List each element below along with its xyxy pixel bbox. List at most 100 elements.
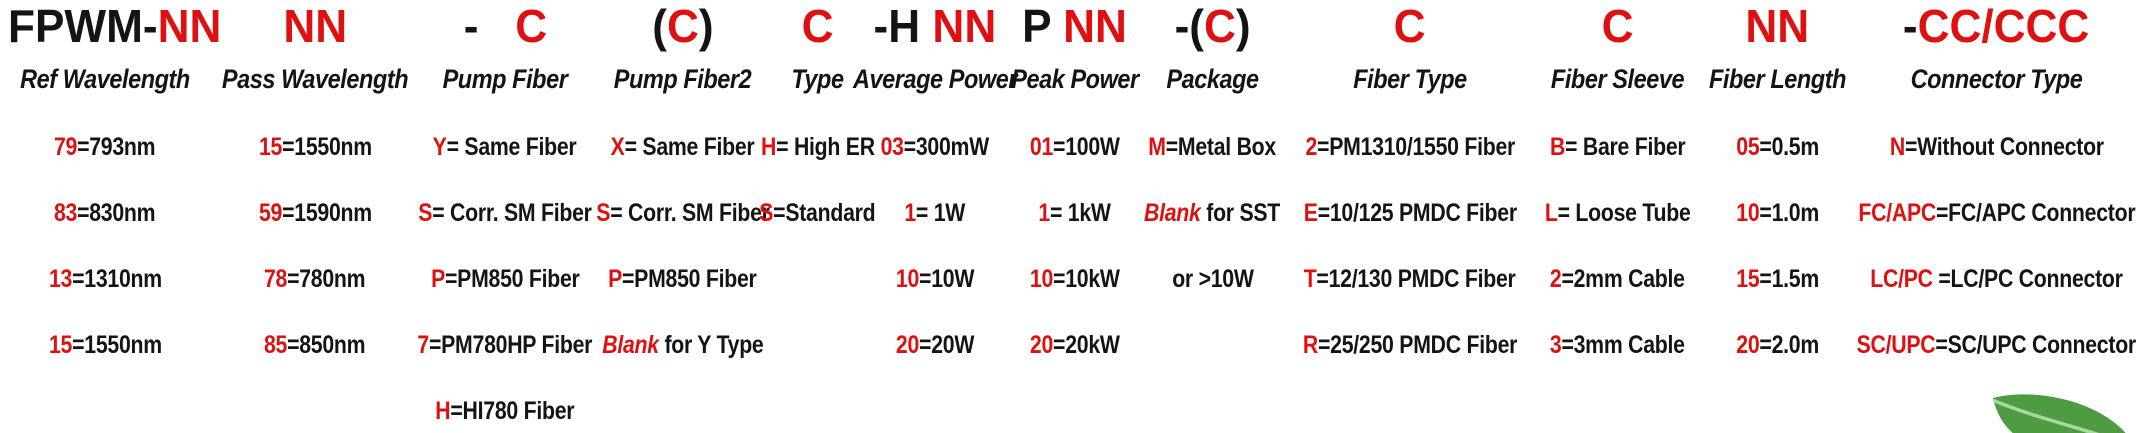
value-label: =3mm Cable [1561, 330, 1686, 359]
value-list: N=Without Connector FC/APC=FC/APC Connec… [1855, 114, 2138, 378]
value-cell: N=Without Connector [1855, 114, 2138, 180]
value-label: =HI780 Fiber [450, 396, 575, 425]
value-cell: Blank for Y Type [590, 312, 775, 378]
value-cell: 7=PM780HP Fiber [418, 312, 593, 378]
value-label: =20kW [1053, 330, 1120, 359]
column-fiber-length: NN Fiber Length 05=0.5m 10=1.0m 15=1.5m … [1700, 0, 1855, 433]
value-cell: 03=300mW [860, 114, 1010, 180]
code-red-part: C [666, 0, 699, 52]
value-label: =300mW [903, 132, 990, 161]
value-code: 85 [264, 330, 288, 359]
value-code: B [1549, 132, 1565, 161]
value-label: =Without Connector [1904, 132, 2104, 161]
column-fiber-sleeve: C Fiber Sleeve B= Bare Fiber L= Loose Tu… [1535, 0, 1700, 433]
value-label: =25/250 PMDC Fiber [1317, 330, 1518, 359]
part-code-pump-fiber: - C [420, 0, 590, 52]
value-list: H= High ER S=Standard [759, 114, 875, 246]
value-code: M [1148, 132, 1167, 161]
value-cell: Y= Same Fiber [420, 114, 590, 180]
value-label: =12/130 PMDC Fiber [1316, 264, 1516, 293]
value-cell: Blank for SST [1140, 180, 1285, 246]
value-label: =10W [919, 264, 975, 293]
value-label: =SC/UPC Connector [1935, 330, 2137, 359]
value-cell: B= Bare Fiber [1535, 114, 1700, 180]
value-label: =830nm [77, 198, 156, 227]
value-cell: P=PM850 Fiber [420, 246, 590, 312]
code-black-part: P [1022, 0, 1064, 52]
value-code: H [760, 132, 776, 161]
column-header: Ref Wavelength [20, 63, 190, 94]
value-label: =Standard [773, 198, 876, 227]
part-code-pass-wavelength: NN [210, 0, 420, 52]
value-code: H [435, 396, 451, 425]
value-label: = Same Fiber [624, 132, 755, 161]
value-code: X [610, 132, 625, 161]
part-code-average-power: -H NN [860, 0, 1010, 52]
value-cell: H=HI780 Fiber [420, 378, 590, 433]
value-code: LC/PC [1870, 264, 1933, 293]
value-label: =PM850 Fiber [444, 264, 580, 293]
leaf-icon [1993, 394, 2126, 433]
value-label: =850nm [287, 330, 366, 359]
value-cell: 20=2.0m [1700, 312, 1855, 378]
column-peak-power: P NN Peak Power 01=100W 1= 1kW 10=10kW 2… [1010, 0, 1140, 433]
value-cell: 2=PM1310/1550 Fiber [1285, 114, 1535, 180]
value-label: = Corr. SM Fiber [609, 198, 770, 227]
code-black-part: -H [873, 0, 933, 52]
value-cell: L= Loose Tube [1535, 180, 1700, 246]
value-label: =1.5m [1759, 264, 1819, 293]
value-code: 3 [1550, 330, 1562, 359]
value-code: E [1303, 198, 1318, 227]
value-code: 20 [895, 330, 920, 359]
part-code-fiber-sleeve: C [1535, 0, 1700, 52]
column-type: C Type H= High ER S=Standard [759, 0, 875, 433]
value-cell: or >10W [1140, 246, 1285, 312]
value-cell: 15=1.5m [1700, 246, 1855, 312]
column-header: Average Power [852, 63, 1018, 94]
value-cell: M=Metal Box [1140, 114, 1285, 180]
part-code-connector-type: -CC/CCC [1855, 0, 2138, 52]
value-code: R [1302, 330, 1318, 359]
column-header: Type [791, 63, 844, 94]
value-label: =1.0m [1759, 198, 1819, 227]
value-label: = 1W [916, 198, 966, 227]
code-red-part: C [1394, 0, 1426, 52]
code-black-part: - [463, 0, 515, 52]
column-header: Pump Fiber [442, 63, 568, 94]
value-label: =LC/PC Connector [1932, 264, 2123, 293]
value-label: =1310nm [71, 264, 162, 293]
column-header: Fiber Sleeve [1550, 63, 1685, 94]
value-cell: FC/APC=FC/APC Connector [1855, 180, 2138, 246]
value-code: S [759, 198, 774, 227]
value-list: 79=793nm 83=830nm 13=1310nm 15=1550nm [0, 114, 210, 378]
value-list: X= Same Fiber S= Corr. SM Fiber P=PM850 … [590, 114, 775, 378]
value-cell: H= High ER [761, 114, 875, 180]
value-list: B= Bare Fiber L= Loose Tube 2=2mm Cable … [1535, 114, 1700, 378]
code-black-part: ( [651, 0, 667, 52]
value-label: or >10W [1171, 264, 1254, 293]
column-header: Package [1166, 63, 1259, 94]
value-cell: 78=780nm [210, 246, 420, 312]
value-cell: 01=100W [1010, 114, 1140, 180]
value-label: =1590nm [281, 198, 372, 227]
value-label: =FC/APC Connector [1935, 198, 2136, 227]
value-cell: LC/PC =LC/PC Connector [1855, 246, 2138, 312]
value-cell: 3=3mm Cable [1535, 312, 1700, 378]
value-code: 10 [1030, 264, 1054, 293]
value-code: T [1304, 264, 1317, 293]
part-code-type: C [775, 0, 860, 52]
part-code-fiber-length: NN [1700, 0, 1855, 52]
column-average-power: -H NN Average Power 03=300mW 1= 1W 10=10… [852, 0, 1018, 433]
column-header: Peak Power [1011, 63, 1139, 94]
value-label: =PM780HP Fiber [429, 330, 593, 359]
value-code-blank: Blank [1144, 198, 1202, 227]
value-code: 59 [258, 198, 282, 227]
code-red-part: C [1203, 0, 1236, 52]
part-code-ref-wavelength: FPWM-NN [0, 0, 221, 52]
value-list: 01=100W 1= 1kW 10=10kW 20=20kW [1010, 114, 1140, 378]
value-code: 79 [54, 132, 78, 161]
column-package: -(C) Package M=Metal Box Blank for SST o… [1140, 0, 1285, 433]
value-label: for SST [1201, 198, 1281, 227]
code-red-part: NN [283, 0, 347, 52]
value-cell: 2=2mm Cable [1535, 246, 1700, 312]
